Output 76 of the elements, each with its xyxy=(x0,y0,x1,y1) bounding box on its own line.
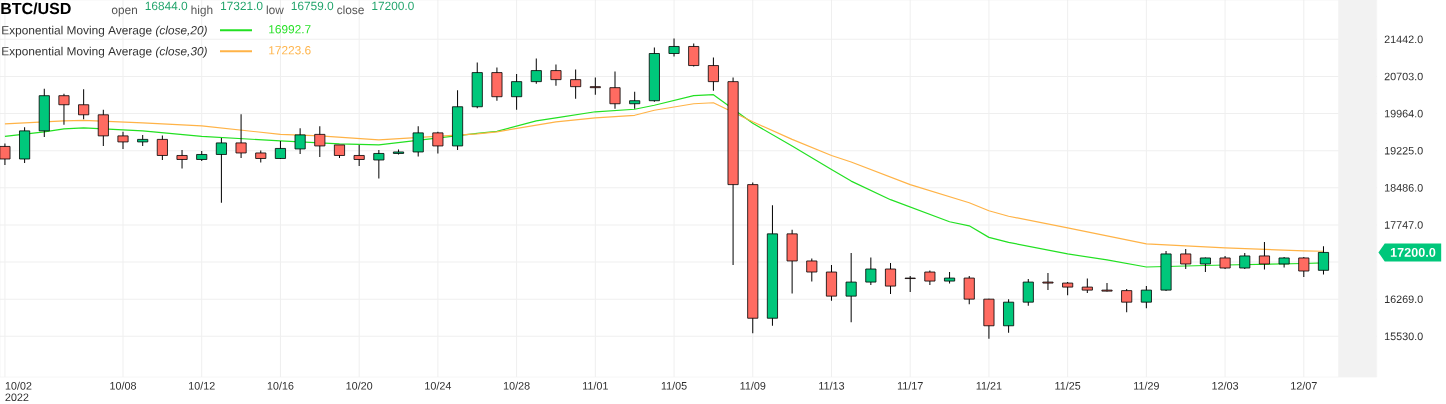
candlestick xyxy=(688,42,700,68)
candlestick xyxy=(353,144,365,167)
x-tick-label: 10/24 xyxy=(425,381,452,390)
candlestick xyxy=(117,131,129,150)
candlestick xyxy=(274,140,286,160)
x-tick-label: 12/03 xyxy=(1212,381,1239,390)
candlestick xyxy=(1121,288,1133,313)
x-tick-label: 11/17 xyxy=(897,381,923,390)
x-tick-label: 10/02 2022 xyxy=(5,381,32,402)
candlestick xyxy=(235,113,247,159)
candlestick xyxy=(0,142,11,166)
candlestick xyxy=(1140,285,1152,309)
candlestick xyxy=(58,93,70,126)
y-tick-label: 17747.0 xyxy=(1384,221,1423,229)
candlestick xyxy=(176,149,188,170)
x-tick-label: 10/20 xyxy=(346,381,373,390)
candlestick xyxy=(1258,241,1270,271)
candlestick xyxy=(885,262,897,295)
candlestick xyxy=(97,109,109,147)
x-tick-label: 12/07 xyxy=(1291,381,1317,390)
candlestick xyxy=(570,69,582,100)
candlestick xyxy=(550,64,562,87)
annotation: open xyxy=(111,7,138,17)
candlestick xyxy=(511,73,523,111)
text: 17200.0 xyxy=(1390,247,1436,257)
x-tick-label: 11/05 xyxy=(661,381,687,390)
candlestick xyxy=(530,58,542,85)
candlestick xyxy=(845,252,857,323)
annotation: 16759.0 xyxy=(291,1,334,11)
candlestick xyxy=(156,134,168,161)
y-tick-label: 19964.0 xyxy=(1384,109,1423,118)
y-tick-label: 18486.0 xyxy=(1384,184,1423,192)
x-tick-label: 10/16 xyxy=(267,381,294,390)
annotation: 17321.0 xyxy=(221,1,263,11)
annotation: high xyxy=(191,5,213,17)
candlestick xyxy=(865,256,877,286)
legend-label: Exponential Moving Average (close,30) xyxy=(2,46,207,58)
candlestick xyxy=(1180,248,1192,270)
y-tick-label: 20703.0 xyxy=(1384,72,1423,81)
annotation: 16844.0 xyxy=(145,1,188,11)
x-tick-label: 11/01 xyxy=(583,381,608,390)
annotation: 17200.0 xyxy=(372,1,414,11)
candlestick xyxy=(1101,282,1113,293)
candlestick xyxy=(78,88,90,120)
x-tick-label: 10/28 xyxy=(503,381,530,390)
candlestick xyxy=(215,137,227,204)
x-tick-label: 11/25 xyxy=(1055,381,1081,390)
candlestick xyxy=(1042,272,1054,291)
candlestick xyxy=(668,37,680,58)
chart-title: BTC/USD xyxy=(1,2,71,15)
annotation: 17223.6 xyxy=(269,46,311,55)
annotation: 16992.7 xyxy=(269,25,311,34)
x-tick-label: 10/12 xyxy=(189,381,215,390)
candlestick xyxy=(609,71,621,110)
candlestick xyxy=(412,125,424,157)
annotation: close xyxy=(337,5,364,15)
y-tick-label: 16269.0 xyxy=(1384,295,1423,304)
legend-label: Exponential Moving Average (close,20) xyxy=(2,25,207,37)
candlestick xyxy=(963,275,975,305)
annotation: low xyxy=(266,5,284,15)
candlestick xyxy=(806,257,818,283)
y-tick-label: 15530.0 xyxy=(1384,332,1423,341)
candlestick xyxy=(373,149,385,180)
candlestick xyxy=(314,125,326,158)
y-tick-label: 19225.0 xyxy=(1384,146,1423,155)
candlestick xyxy=(294,127,306,155)
candlestick xyxy=(1022,278,1034,307)
x-tick-label: 11/09 xyxy=(740,381,766,390)
x-tick-label: 11/29 xyxy=(1134,381,1159,390)
x-tick-label: 11/13 xyxy=(819,381,845,390)
x-tick-label: 10/08 xyxy=(110,381,137,390)
y-tick-label: 21442.0 xyxy=(1384,35,1423,44)
candlestick xyxy=(1003,298,1015,334)
candlestick xyxy=(707,57,719,92)
candlestick xyxy=(1317,245,1329,276)
x-tick-label: 11/21 xyxy=(976,381,1002,390)
